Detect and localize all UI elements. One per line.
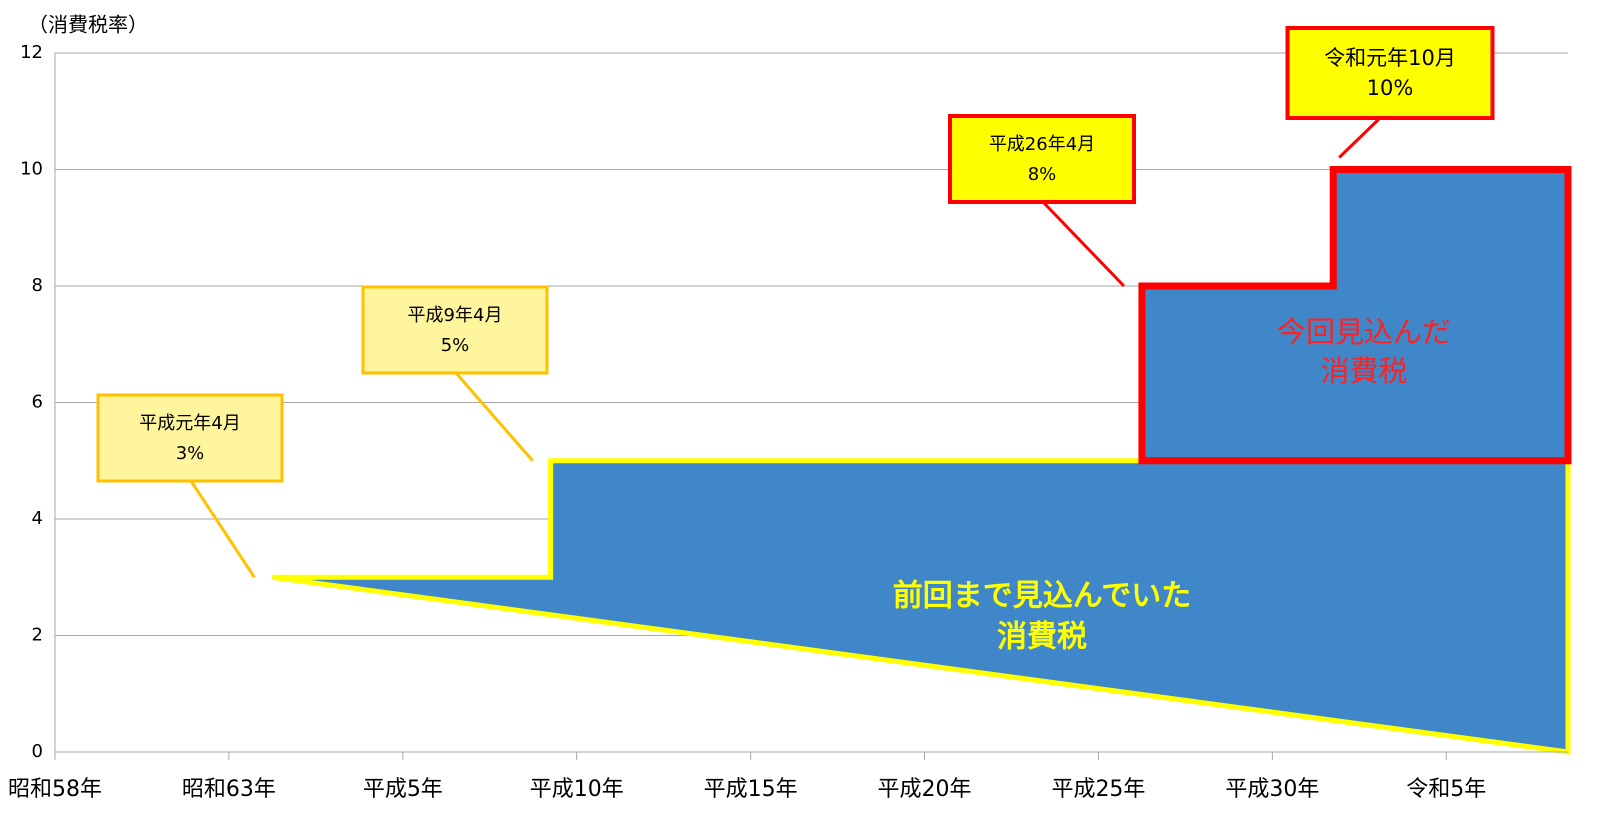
x-tick-label: 平成5年 [363, 777, 443, 802]
callout-date: 平成26年4月 [989, 134, 1095, 155]
y-tick-label: 0 [32, 741, 43, 762]
y-tick-label: 6 [32, 392, 43, 413]
leader-line [189, 480, 256, 579]
leader-line [1338, 116, 1382, 159]
callout-value: 8% [1028, 164, 1057, 185]
y-tick-label: 8 [32, 275, 43, 296]
callout-date: 令和元年10月 [1324, 46, 1456, 70]
y-tick-label: 12 [20, 42, 43, 63]
callout-box [1285, 26, 1495, 120]
series-label: 前回まで見込んでいた 消費税 [892, 578, 1192, 655]
callout-value: 5% [441, 335, 470, 356]
callout-box [361, 285, 549, 375]
leader-line [1041, 200, 1126, 288]
leader-line [454, 372, 534, 462]
callout-date: 平成9年4月 [408, 305, 503, 326]
y-axis-label: （消費税率） [28, 13, 148, 37]
x-tick-label: 平成15年 [704, 777, 798, 802]
callout-value: 10% [1367, 76, 1414, 100]
y-tick-label: 2 [32, 625, 43, 646]
x-tick-label: 平成25年 [1051, 777, 1145, 802]
y-tick-label: 10 [20, 159, 43, 180]
x-tick-label: 平成10年 [530, 777, 624, 802]
callout-box [96, 393, 284, 483]
series-label: 今回見込んだ 消費税 [1276, 314, 1452, 388]
step-area [272, 458, 1571, 755]
callout-value: 3% [176, 443, 205, 464]
callout-date: 平成元年4月 [139, 413, 240, 434]
x-tick-label: 昭和58年 [8, 777, 102, 802]
x-tick-label: 昭和63年 [182, 777, 276, 802]
y-tick-label: 4 [32, 508, 43, 529]
x-tick-label: 令和5年 [1406, 777, 1486, 802]
callout-box [948, 114, 1136, 204]
step-area [1138, 166, 1572, 465]
x-tick-label: 平成30年 [1225, 777, 1319, 802]
x-tick-label: 平成20年 [878, 777, 972, 802]
